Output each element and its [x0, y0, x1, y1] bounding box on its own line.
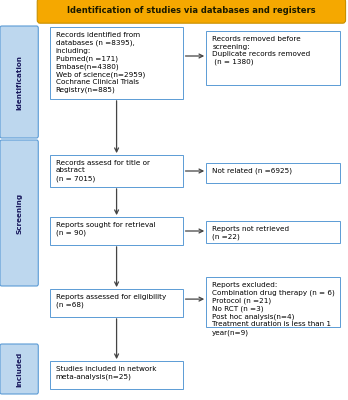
FancyBboxPatch shape — [0, 344, 38, 394]
Text: Included: Included — [16, 351, 22, 387]
FancyBboxPatch shape — [206, 163, 340, 183]
Text: Records assesd for title or
abstract
(n = 7015): Records assesd for title or abstract (n … — [56, 160, 150, 182]
Text: Reports sought for retrieval
(n = 90): Reports sought for retrieval (n = 90) — [56, 222, 155, 236]
FancyBboxPatch shape — [50, 27, 183, 99]
Text: Reports assessed for eligibility
(n =68): Reports assessed for eligibility (n =68) — [56, 294, 166, 308]
FancyBboxPatch shape — [0, 26, 38, 138]
Text: Studies included in network
meta-analysis(n=25): Studies included in network meta-analysi… — [56, 366, 156, 380]
FancyBboxPatch shape — [50, 361, 183, 389]
FancyBboxPatch shape — [206, 31, 340, 85]
FancyBboxPatch shape — [206, 221, 340, 243]
FancyBboxPatch shape — [50, 289, 183, 317]
FancyBboxPatch shape — [50, 217, 183, 245]
FancyBboxPatch shape — [0, 140, 38, 286]
Text: Identification: Identification — [16, 54, 22, 110]
Text: Not related (n =6925): Not related (n =6925) — [212, 168, 292, 174]
Text: Reports excluded:
Combination drug therapy (n = 6)
Protocol (n =21)
No RCT (n =3: Reports excluded: Combination drug thera… — [212, 282, 335, 336]
FancyBboxPatch shape — [206, 277, 340, 327]
FancyBboxPatch shape — [50, 155, 183, 187]
Text: Screening: Screening — [16, 192, 22, 234]
FancyBboxPatch shape — [37, 0, 346, 23]
Text: Records identified from
databases (n =8395),
including:
Pubmed(n =171)
Embase(n=: Records identified from databases (n =83… — [56, 32, 145, 93]
Text: Reports not retrieved
(n =22): Reports not retrieved (n =22) — [212, 226, 290, 240]
Text: Identification of studies via databases and registers: Identification of studies via databases … — [67, 6, 316, 15]
Text: Records removed before
screening:
Duplicate records removed
 (n = 1380): Records removed before screening: Duplic… — [212, 36, 310, 65]
